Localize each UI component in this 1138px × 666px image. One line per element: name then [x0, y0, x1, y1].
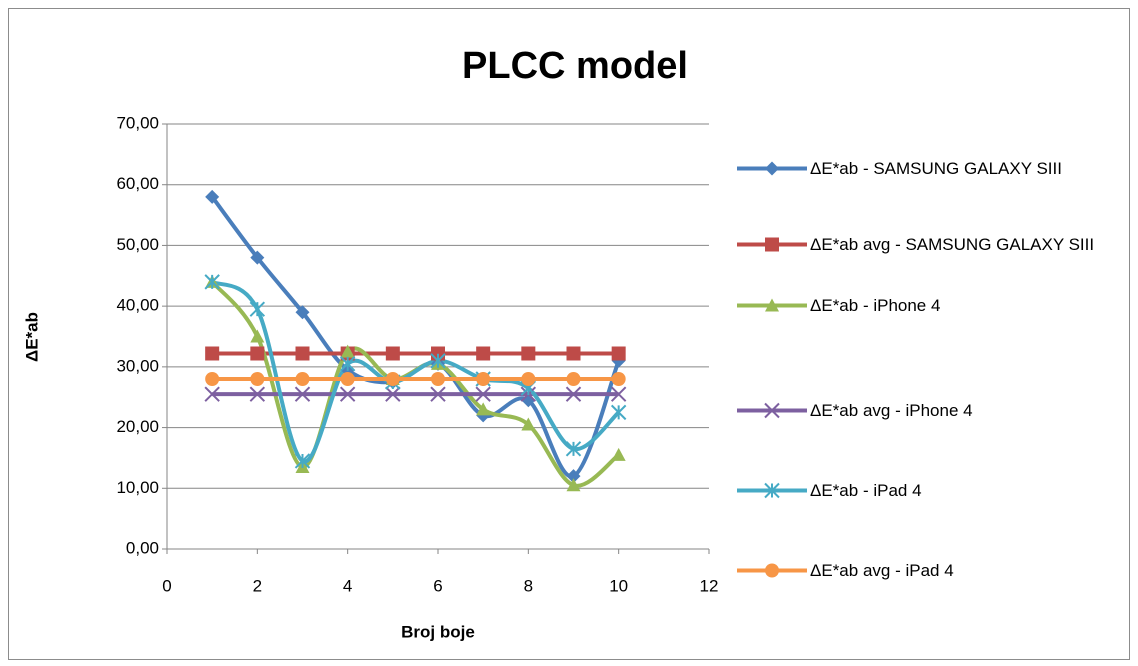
legend-label: ΔE*ab - iPhone 4: [810, 296, 941, 315]
y-tick-label: 0,00: [126, 538, 159, 557]
legend-entry: ΔE*ab avg - iPad 4: [735, 556, 1130, 585]
marker: [566, 478, 581, 492]
x-tick-label: 0: [162, 576, 171, 595]
marker: [431, 372, 445, 386]
marker: [385, 386, 401, 402]
legend-swatch: [737, 563, 807, 578]
marker: [294, 386, 311, 402]
marker: [476, 372, 491, 386]
chart-border: [8, 8, 1130, 660]
marker: [295, 346, 310, 361]
x-tick-label: 10: [609, 576, 628, 595]
legend-label: ΔE*ab avg - SAMSUNG GALAXY SIII: [810, 235, 1095, 254]
y-tick-label: 60,00: [116, 174, 159, 193]
marker: [565, 386, 582, 402]
marker: [385, 346, 400, 361]
marker: [204, 386, 220, 402]
marker: [204, 274, 220, 290]
marker: [295, 305, 310, 320]
x-tick-label: 4: [343, 576, 352, 595]
marker: [611, 372, 626, 386]
legend-entry: ΔE*ab - iPad 4: [735, 476, 1130, 505]
y-axis-title: ΔE*ab: [22, 312, 41, 362]
legend-label: ΔE*ab avg - iPhone 4: [810, 401, 973, 420]
marker: [250, 346, 265, 361]
marker: [249, 386, 266, 402]
chart-title: PLCC model: [462, 45, 688, 87]
legend-swatch: [737, 402, 807, 419]
legend-entry: ΔE*ab - iPhone 4: [735, 291, 1130, 320]
y-tick-label: 20,00: [116, 417, 159, 436]
marker: [764, 402, 780, 419]
marker: [764, 482, 780, 499]
marker: [610, 386, 627, 402]
marker: [339, 356, 356, 372]
legend-entry: ΔE*ab - SAMSUNG GALAXY SIII: [735, 154, 1130, 183]
legend-label: ΔE*ab avg - iPad 4: [810, 561, 954, 580]
marker: [765, 563, 779, 578]
marker: [205, 372, 220, 386]
y-tick-label: 30,00: [116, 356, 159, 375]
marker: [565, 441, 582, 457]
legend-label: ΔE*ab - SAMSUNG GALAXY SIII: [810, 159, 1062, 178]
marker: [430, 386, 446, 402]
marker: [250, 250, 265, 265]
marker: [521, 417, 536, 431]
marker: [765, 298, 779, 312]
x-axis-title: Broj boje: [401, 622, 475, 641]
y-tick-label: 10,00: [116, 478, 159, 497]
marker: [250, 329, 265, 343]
marker: [611, 447, 626, 461]
x-tick-label: 6: [433, 576, 442, 595]
marker: [475, 386, 491, 402]
marker: [765, 237, 779, 252]
marker: [611, 346, 626, 361]
legend-label: ΔE*ab - iPad 4: [810, 481, 922, 500]
x-tick-label: 12: [700, 576, 719, 595]
x-tick-label: 2: [253, 576, 262, 595]
marker: [205, 189, 220, 204]
marker: [340, 372, 355, 386]
y-tick-label: 70,00: [116, 113, 159, 132]
marker: [566, 346, 581, 361]
marker: [765, 161, 779, 176]
legend-swatch: [737, 237, 807, 252]
marker: [339, 386, 356, 402]
marker: [521, 372, 536, 386]
legend-swatch: [737, 482, 807, 499]
legend-entry: ΔE*ab avg - iPhone 4: [735, 396, 1130, 425]
x-tick-label: 8: [524, 576, 533, 595]
marker: [566, 469, 581, 484]
y-tick-label: 50,00: [116, 235, 159, 254]
legend-swatch: [737, 161, 807, 176]
marker: [610, 404, 627, 421]
marker: [295, 372, 310, 386]
marker: [205, 346, 220, 361]
marker: [250, 372, 265, 386]
marker: [566, 372, 581, 386]
marker: [249, 301, 266, 317]
marker: [476, 346, 491, 361]
marker: [521, 346, 536, 361]
marker: [294, 453, 311, 469]
marker: [340, 344, 355, 358]
marker: [476, 402, 491, 416]
marker: [385, 372, 400, 386]
y-tick-label: 40,00: [116, 296, 159, 315]
legend-swatch: [737, 298, 807, 312]
legend-entry: ΔE*ab avg - SAMSUNG GALAXY SIII: [735, 230, 1130, 259]
marker: [430, 353, 446, 369]
